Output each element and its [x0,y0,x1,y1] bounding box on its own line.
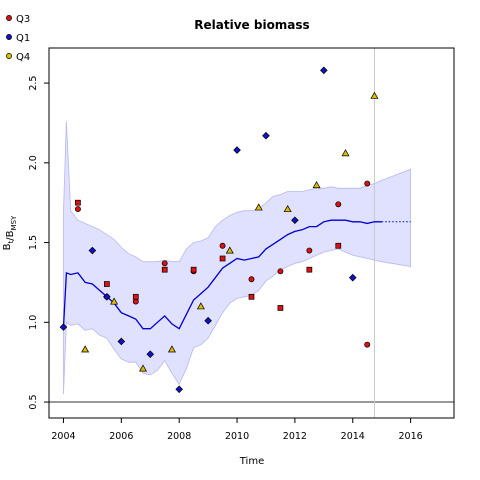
data-point-q3 [248,276,255,283]
data-point-q1 [59,323,68,331]
y-tick-label: 2.5 [28,76,39,91]
x-tick-label: 2016 [399,431,423,442]
data-point-q1 [348,273,357,282]
data-point-q4 [81,345,90,353]
y-axis-label: Bt/BMSY [2,215,18,250]
data-point-q3 [104,281,110,287]
chart-title: Relative biomass [194,18,309,32]
x-tick-label: 2004 [51,431,75,442]
data-point-q3 [132,293,139,300]
data-points [59,66,379,394]
legend: Q3 Q1 Q4 [6,14,30,63]
data-point-q3 [190,266,197,273]
median-lines [62,219,411,330]
data-point-q3 [161,266,168,273]
reference-lines [49,48,454,418]
data-point-q1 [117,337,126,346]
plot-frame [48,47,455,419]
data-point-q3 [74,206,81,213]
data-point-q1 [103,292,111,301]
data-point-q3 [219,255,226,262]
data-point-q1 [262,131,270,140]
data-point-q3 [75,199,81,206]
data-point-q3 [335,201,342,208]
data-point-q3 [277,305,284,311]
x-tick-label: 2012 [283,431,307,442]
legend-label-q4: Q4 [16,52,30,63]
data-point-q3 [219,242,226,249]
data-point-q3 [132,298,139,305]
data-point-q1 [88,246,97,255]
y-axis: 0.5 1.0 1.5 2.0 2.5 [28,76,49,410]
data-point-q4 [225,246,234,254]
data-point-q1 [146,350,155,359]
y-tick-label: 2.0 [28,155,39,170]
y-tick-label: 1.5 [28,235,39,250]
data-point-q4 [196,302,205,310]
y-tick-label: 1.0 [28,315,39,330]
data-point-q3 [335,242,342,249]
legend-label-q1: Q1 [16,33,30,44]
data-point-q3 [161,260,168,267]
data-point-q4 [312,181,321,189]
median-line [62,219,382,330]
legend-marker-q3 [6,15,12,21]
data-point-q4 [139,364,148,372]
legend-marker-q1 [6,34,12,40]
data-point-q4 [254,203,263,211]
x-tick-label: 2006 [109,431,133,442]
data-point-q3 [364,180,371,187]
x-axis-label: Time [239,456,264,467]
data-point-q1 [320,66,328,75]
x-tick-label: 2014 [341,431,365,442]
data-point-q4 [283,204,292,213]
data-point-q3 [248,293,255,300]
data-point-q3 [306,247,313,254]
x-tick-label: 2008 [167,431,191,442]
y-tick-label: 0.5 [28,394,39,409]
data-point-q1 [233,146,241,154]
legend-label-q3: Q3 [16,14,30,25]
data-point-q3 [277,268,284,275]
legend-marker-q4 [6,53,12,59]
data-point-q1 [175,385,183,394]
data-point-q3 [364,341,371,348]
data-point-q4 [110,297,119,305]
confidence-band [63,121,411,395]
x-axis: 2004 2006 2008 2010 2012 2014 2016 [51,418,423,442]
confidence-band-area [63,121,411,395]
data-point-q4 [167,345,176,353]
data-point-q4 [341,149,350,157]
data-point-q1 [204,316,212,325]
data-point-q3 [306,266,313,273]
data-point-q1 [291,216,299,225]
data-point-q4 [370,91,379,99]
x-tick-label: 2010 [225,431,249,442]
